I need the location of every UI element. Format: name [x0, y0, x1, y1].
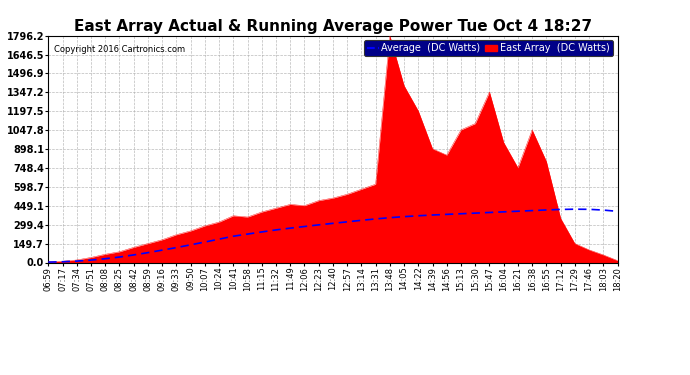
Text: Copyright 2016 Cartronics.com: Copyright 2016 Cartronics.com: [54, 45, 185, 54]
Legend: Average  (DC Watts), East Array  (DC Watts): Average (DC Watts), East Array (DC Watts…: [364, 40, 613, 56]
Title: East Array Actual & Running Average Power Tue Oct 4 18:27: East Array Actual & Running Average Powe…: [74, 20, 592, 34]
